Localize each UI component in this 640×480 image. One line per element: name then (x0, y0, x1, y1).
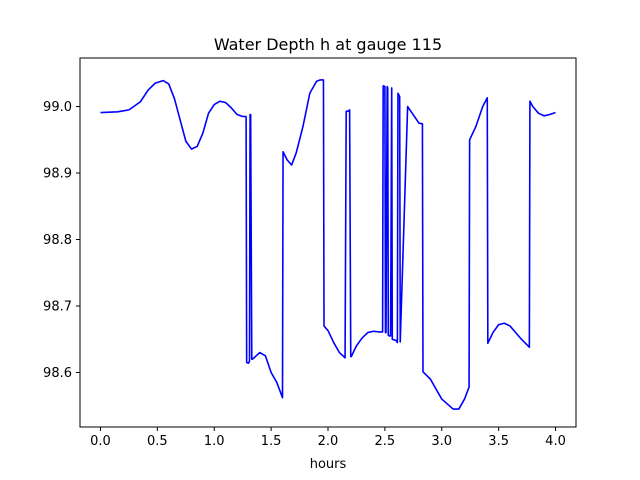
x-tick-label: 2.5 (375, 434, 396, 449)
y-tick-label: 98.8 (43, 233, 72, 248)
x-tick-label: 3.0 (431, 434, 452, 449)
ticks-layer: 0.0 0.5 1.0 1.5 2.0 2.5 3.0 3.5 4.0 98.6 98.7 98.8 9… (43, 100, 566, 449)
plot-area (80, 58, 576, 427)
y-tick-label: 98.6 (43, 366, 72, 381)
x-tick-label: 4.0 (545, 434, 566, 449)
x-tick-label: 0.5 (147, 434, 168, 449)
series-layer (100, 79, 556, 410)
x-axis-label: hours (310, 457, 347, 472)
x-tick-label: 0.0 (90, 434, 111, 449)
y-tick-label: 99.0 (43, 100, 72, 115)
series-line-0 (100, 79, 556, 410)
y-tick-label: 98.7 (43, 299, 72, 314)
chart-title: Water Depth h at gauge 115 (214, 35, 442, 54)
x-tick-label: 3.5 (488, 434, 509, 449)
x-tick-label: 2.0 (318, 434, 339, 449)
x-tick-label: 1.0 (204, 434, 225, 449)
y-tick-label: 98.9 (43, 167, 72, 182)
x-tick-label: 1.5 (261, 434, 282, 449)
plot-frame (79, 57, 577, 428)
